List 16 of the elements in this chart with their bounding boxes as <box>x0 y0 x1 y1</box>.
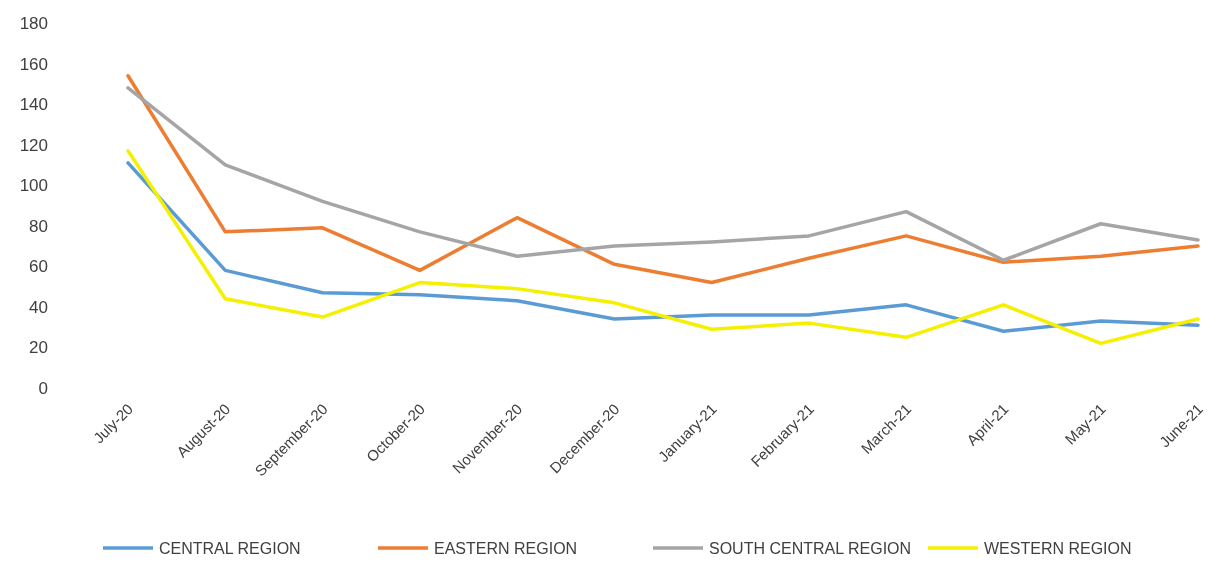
y-tick-label: 0 <box>38 379 48 398</box>
line-series <box>126 86 1200 262</box>
y-tick-label: 60 <box>29 257 48 277</box>
y-tick-label: 180 <box>19 14 48 33</box>
legend-label: WESTERN REGION <box>984 540 1132 557</box>
legend-label: SOUTH CENTRAL REGION <box>709 540 912 557</box>
y-tick-label: 100 <box>19 176 48 196</box>
legend-label: CENTRAL REGION <box>159 540 301 557</box>
y-tick-label: 40 <box>29 297 48 317</box>
y-tick-label: 20 <box>29 338 48 358</box>
y-tick-label: 120 <box>19 135 48 155</box>
y-tick-label: 160 <box>19 54 48 74</box>
y-tick-label: 140 <box>19 95 48 115</box>
line-series <box>126 73 1200 285</box>
legend-label: EASTERN REGION <box>434 540 578 557</box>
y-tick-label: 80 <box>29 216 48 236</box>
